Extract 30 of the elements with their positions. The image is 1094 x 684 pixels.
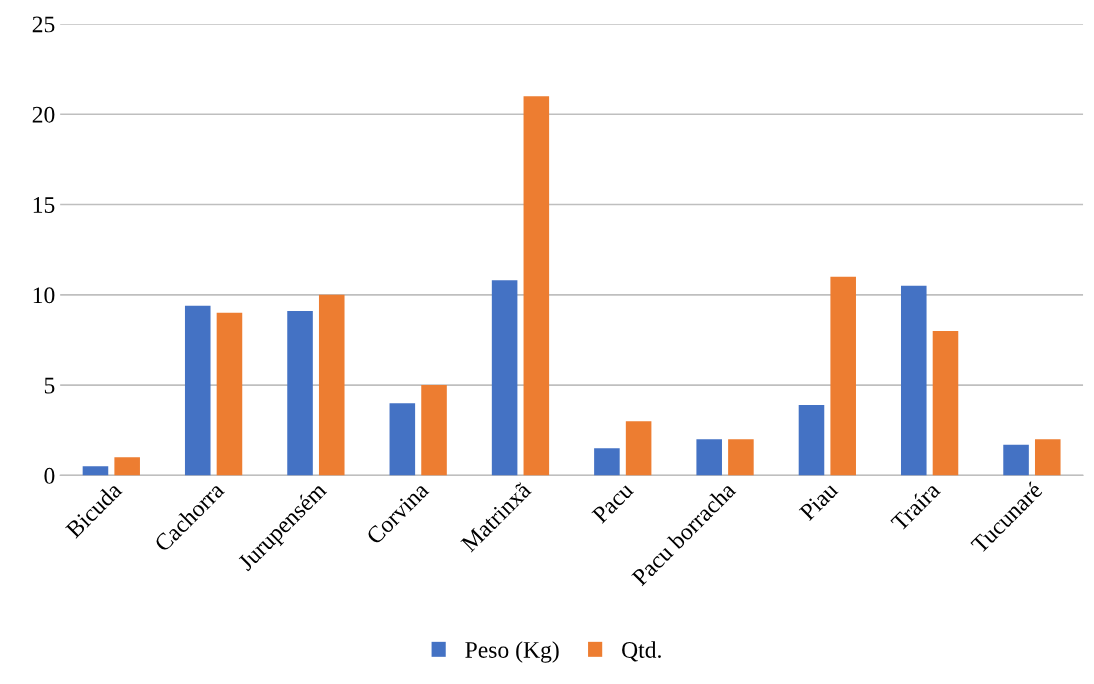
bar [421,385,447,476]
bar [114,457,140,476]
bar [696,439,722,476]
bar [625,421,652,476]
x-tick-label: Pacu [591,481,635,524]
bar [830,276,856,476]
bar [184,305,211,476]
bar [491,280,518,476]
legend-label: Qtd. [622,641,661,662]
y-tick-label: 10 [33,287,55,304]
bar [728,439,754,476]
y-tick-label: 0 [44,467,55,484]
bar [318,294,345,476]
y-tick-label: 5 [44,377,55,394]
y-tick-label: 20 [32,106,55,123]
bar [82,466,109,476]
bar [1034,439,1061,476]
bar [1003,444,1029,476]
bar [287,311,313,476]
bar [216,312,243,476]
bar [389,403,416,476]
bar [932,330,959,476]
bar [594,448,620,476]
bar [798,404,825,476]
bar [900,285,927,476]
bar [523,96,550,476]
y-tick-label: 15 [33,197,55,213]
y-tick-label: 25 [32,16,55,33]
x-tick-label: Piau [798,481,839,522]
legend-label: Peso (Kg) [465,641,559,663]
